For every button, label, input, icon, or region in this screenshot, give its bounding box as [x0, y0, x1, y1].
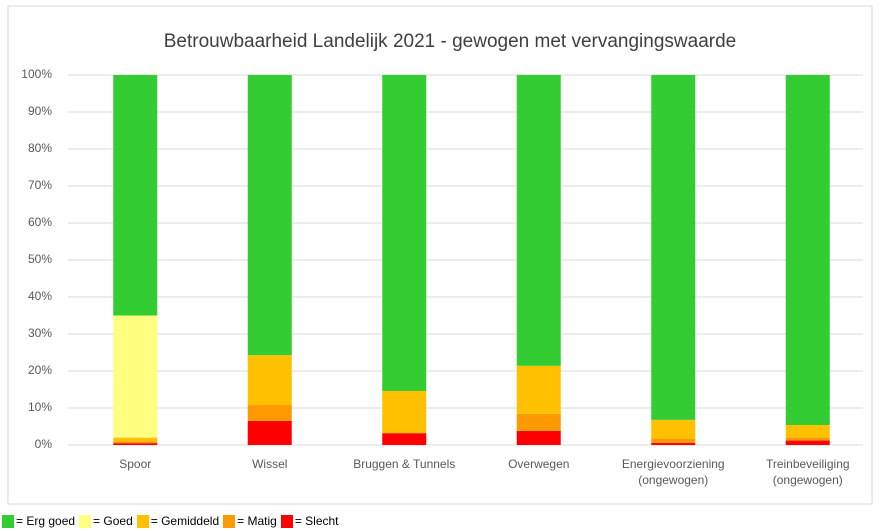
legend-label: = Erg goed	[16, 514, 76, 528]
legend-swatch	[136, 514, 149, 528]
bar-segment	[247, 75, 292, 356]
chart: Betrouwbaarheid Landelijk 2021 - gewogen…	[7, 5, 873, 505]
x-tick-label: Bruggen & Tunnels	[353, 457, 455, 471]
legend: = Erg goed = Goed = Gemiddeld = Matig = Slec…	[2, 514, 343, 528]
y-tick-label: 90%	[28, 104, 52, 118]
bar-segment	[113, 437, 158, 442]
bar-segment	[113, 315, 158, 438]
legend-swatch	[2, 514, 14, 528]
legend-label: = Slecht	[294, 514, 339, 528]
bar-segment	[651, 419, 696, 439]
y-tick-label: 0%	[35, 437, 53, 451]
bar-segment	[516, 413, 561, 431]
legend-label: = Gemiddeld	[150, 514, 220, 528]
legend-label: = Matig	[237, 514, 277, 528]
bar-segment	[247, 420, 292, 445]
bar-segment	[785, 437, 830, 441]
bar-segment	[247, 355, 292, 406]
bar-segment	[382, 390, 427, 434]
bar-segment	[516, 75, 561, 366]
bar-segment	[651, 75, 696, 420]
legend-label: = Goed	[93, 514, 133, 528]
y-tick-label: 50%	[28, 252, 52, 266]
y-tick-label: 60%	[28, 215, 52, 229]
y-tick-label: 30%	[28, 326, 52, 340]
bar-segment	[516, 365, 561, 414]
legend-swatch	[79, 514, 92, 528]
bar-segment	[651, 438, 696, 443]
x-tick-label: Energievoorziening (ongewogen)	[622, 457, 725, 487]
bar-segment	[785, 440, 830, 445]
chart-title: Betrouwbaarheid Landelijk 2021 - gewogen…	[164, 31, 736, 52]
y-tick-label: 100%	[21, 67, 52, 81]
x-tick-label: Spoor	[119, 457, 151, 471]
bar-segment	[382, 75, 427, 391]
bar-segment	[113, 443, 158, 445]
bar-segment	[785, 425, 830, 438]
legend-swatch	[223, 514, 236, 528]
bar-segment	[382, 433, 427, 445]
y-tick-label: 80%	[28, 141, 52, 155]
bar-segment	[113, 75, 158, 316]
y-tick-label: 10%	[28, 400, 52, 414]
x-tick-label: Wissel	[252, 457, 287, 471]
x-tick-label: Treinbeveiliging (ongewogen)	[766, 457, 850, 487]
bar-segment	[651, 442, 696, 445]
y-tick-label: 20%	[28, 363, 52, 377]
legend-swatch	[280, 514, 293, 528]
y-tick-label: 70%	[28, 178, 52, 192]
x-tick-label: Overwegen	[508, 457, 569, 471]
bar-segment	[785, 75, 830, 426]
bar-segment	[247, 405, 292, 421]
y-tick-label: 40%	[28, 289, 52, 303]
bar-segment	[113, 441, 158, 444]
bar-segment	[516, 430, 561, 445]
